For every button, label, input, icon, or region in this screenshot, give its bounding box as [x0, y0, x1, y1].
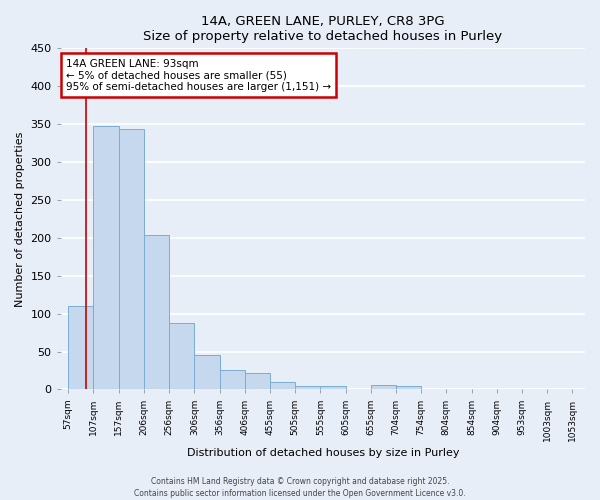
Bar	[295, 386, 320, 390]
Bar	[245, 374, 270, 390]
Bar	[94, 126, 119, 390]
Text: 14A GREEN LANE: 93sqm
← 5% of detached houses are smaller (55)
95% of semi-detac: 14A GREEN LANE: 93sqm ← 5% of detached h…	[66, 58, 331, 92]
Bar	[144, 235, 169, 390]
Bar	[371, 385, 396, 390]
Title: 14A, GREEN LANE, PURLEY, CR8 3PG
Size of property relative to detached houses in: 14A, GREEN LANE, PURLEY, CR8 3PG Size of…	[143, 15, 502, 43]
Text: Contains HM Land Registry data © Crown copyright and database right 2025.
Contai: Contains HM Land Registry data © Crown c…	[134, 476, 466, 498]
Bar	[119, 128, 144, 390]
Bar	[270, 382, 295, 390]
Bar	[320, 386, 346, 390]
Bar	[194, 354, 220, 390]
Y-axis label: Number of detached properties: Number of detached properties	[15, 131, 25, 306]
Bar	[220, 370, 245, 390]
Bar	[68, 306, 94, 390]
Bar	[396, 386, 421, 390]
X-axis label: Distribution of detached houses by size in Purley: Distribution of detached houses by size …	[187, 448, 459, 458]
Bar	[169, 324, 194, 390]
